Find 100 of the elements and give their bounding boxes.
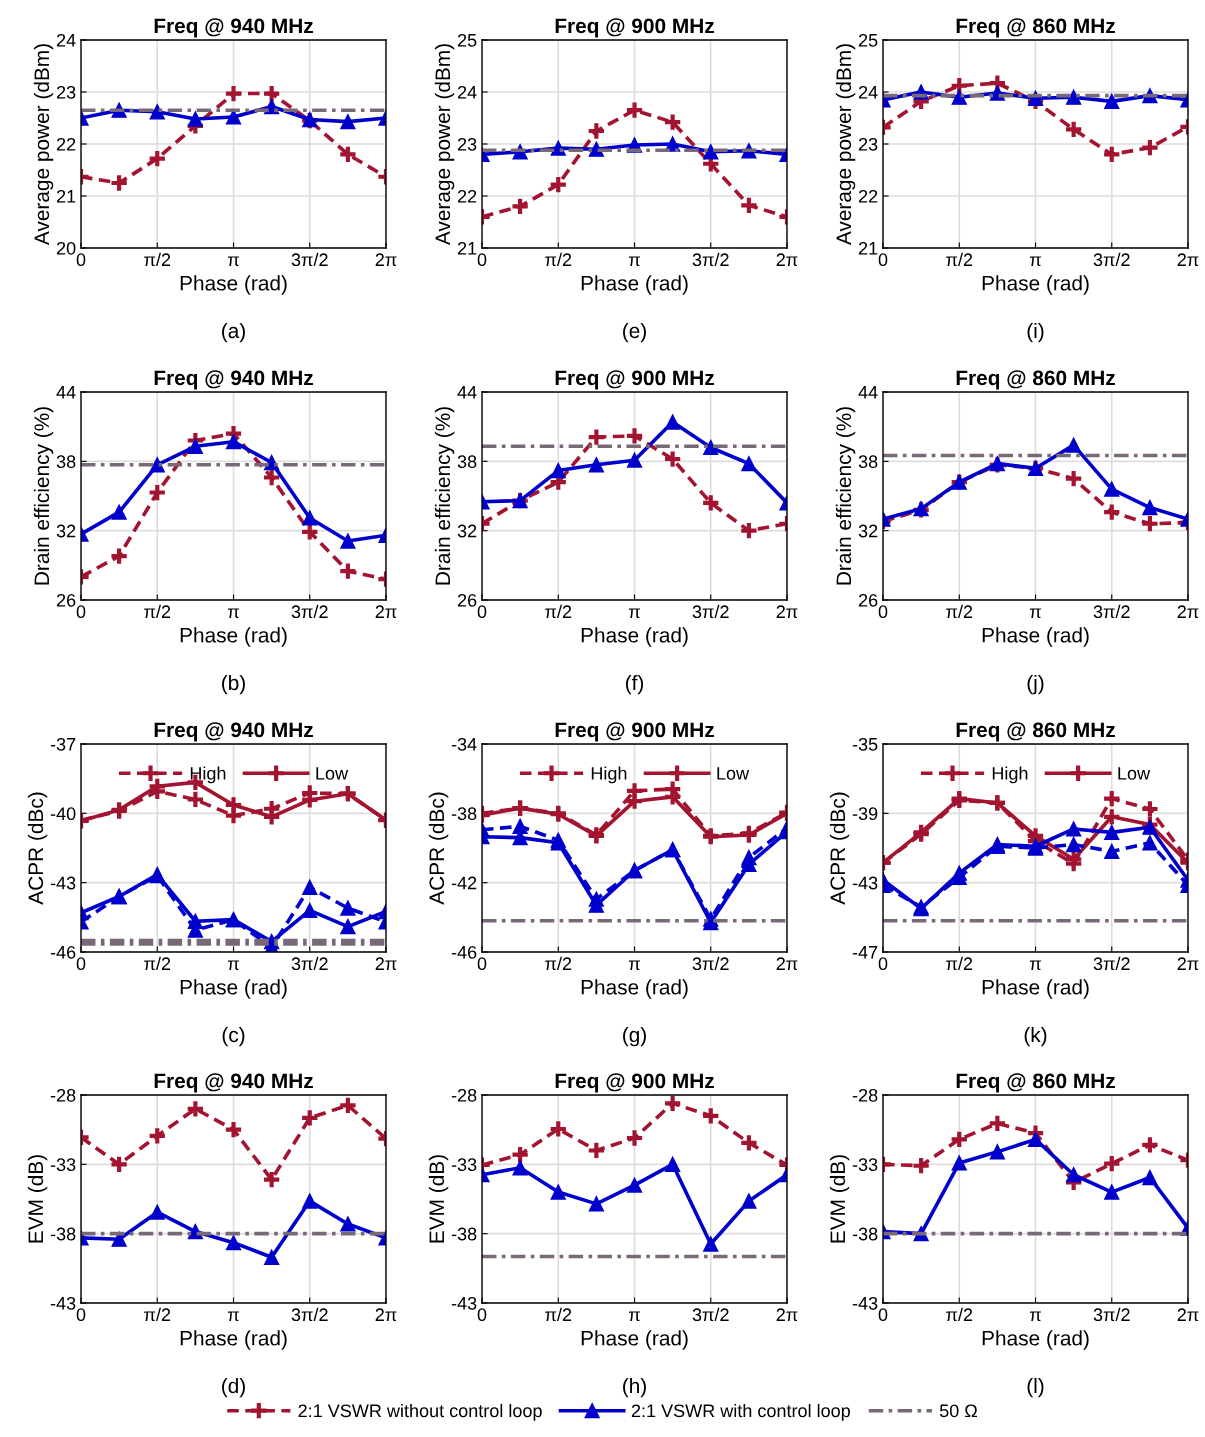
x-axis-title: Phase (rad) [180,275,287,295]
y-tick-label: 23 [56,85,76,99]
text: (b) [222,674,245,695]
y-tick-label: 38 [858,455,878,469]
x-axis-title: Phase (rad) [982,627,1089,647]
x-tick-label: 0 [477,1308,487,1322]
y-axis-title: EVM (dB) [829,1155,850,1243]
x-tick-label: π [1029,1311,1041,1322]
legend-label: Low [717,767,750,780]
x-tick-label: π/2 [946,1307,973,1322]
y-tick-label: -39 [852,807,878,821]
y-tick-label: 21 [858,241,878,255]
chart-title: Freq @ 860 MHz [956,18,1115,38]
legend-label: 50 Ω [939,1404,978,1418]
text: (k) [1024,1026,1047,1047]
x-tick-label: 2π [375,253,397,267]
x-tick-label: π/2 [946,604,973,619]
x-axis-title: Phase (rad) [180,1330,287,1350]
y-tick-label: 32 [457,524,477,538]
text: (e) [623,322,646,343]
y-axis-title: ACPR (dBc) [27,792,48,905]
x-tick-label: π/2 [144,956,171,971]
y-tick-label: -43 [852,876,878,890]
x-tick-label: 0 [878,957,888,971]
y-axis-title: Drain efficiency (%) [835,407,856,585]
y-axis-title: EVM (dB) [428,1155,449,1243]
x-tick-label: 2π [776,605,798,619]
y-tick-label: 25 [457,33,477,47]
x-tick-label: 2π [1177,957,1199,971]
text: (i) [1027,322,1044,343]
y-tick-label: -43 [852,1296,878,1310]
x-tick-label: 3π/2 [692,604,729,619]
x-tick-label: 2π [776,1308,798,1322]
y-axis-title: Drain efficiency (%) [434,407,455,585]
x-tick-label: 2π [375,957,397,971]
x-tick-label: π/2 [545,956,572,971]
text: (d) [222,1377,245,1398]
x-tick-label: 2π [1177,253,1199,267]
y-tick-label: -38 [852,1227,878,1241]
y-tick-label: 44 [457,386,477,399]
y-tick-label: -37 [50,737,76,751]
y-tick-label: -46 [451,945,477,959]
x-axis-title: Phase (rad) [581,627,688,647]
text: (a) [222,322,245,343]
y-tick-label: 22 [56,137,76,151]
y-tick-label: -38 [50,1227,76,1241]
x-tick-label: 2π [1177,1308,1199,1322]
x-axis-title: Phase (rad) [180,979,287,999]
x-tick-label: π/2 [144,604,171,619]
x-axis-title: Phase (rad) [180,627,287,647]
x-tick-label: 3π/2 [1093,604,1130,619]
y-tick-label: -46 [50,945,76,959]
x-tick-label: π/2 [946,956,973,971]
x-axis-title: Phase (rad) [982,275,1089,295]
y-tick-label: 20 [56,241,76,255]
y-tick-label: 22 [858,189,878,203]
text: (g) [623,1026,646,1047]
x-tick-label: π [628,1311,640,1322]
y-tick-label: 32 [56,524,76,538]
y-tick-label: -35 [852,737,878,751]
x-tick-label: 0 [878,605,888,619]
x-tick-label: 3π/2 [291,1307,328,1322]
x-tick-label: 0 [76,957,86,971]
x-tick-label: 3π/2 [692,1307,729,1322]
x-tick-label: π [1029,256,1041,267]
x-axis-title: Phase (rad) [581,275,688,295]
y-tick-label: 38 [56,455,76,469]
x-tick-label: π/2 [545,252,572,267]
y-axis-title: Average power (dBm) [434,44,455,246]
y-tick-label: 23 [858,137,878,151]
x-tick-label: 3π/2 [1093,956,1130,971]
text: (h) [623,1377,646,1398]
y-tick-label: 26 [56,593,76,607]
x-axis-title: Phase (rad) [982,979,1089,999]
chart-title: Freq @ 900 MHz [555,370,714,390]
x-tick-label: 0 [76,1308,86,1322]
y-tick-label: 24 [457,85,477,99]
chart-title: Freq @ 940 MHz [154,1073,313,1093]
chart-title: Freq @ 900 MHz [555,722,714,742]
x-tick-label: π [628,608,640,619]
y-tick-label: -43 [50,1296,76,1310]
x-tick-label: π/2 [144,1307,171,1322]
x-tick-label: 0 [477,605,487,619]
y-axis-title: ACPR (dBc) [829,792,850,905]
y-axis-title: Average power (dBm) [835,44,856,246]
x-tick-label: 3π/2 [1093,1307,1130,1322]
x-tick-label: π [227,256,239,267]
x-tick-label: π [628,256,640,267]
y-tick-label: -33 [852,1158,878,1172]
x-tick-label: 0 [878,1308,888,1322]
y-axis-title: ACPR (dBc) [428,792,449,905]
y-tick-label: 23 [457,137,477,151]
text: (l) [1027,1377,1044,1398]
x-tick-label: 2π [375,605,397,619]
chart-title: Freq @ 940 MHz [154,722,313,742]
y-tick-label: 21 [56,189,76,203]
legend-label: High [591,766,627,784]
y-tick-label: 44 [858,386,878,399]
y-tick-label: -40 [50,807,76,821]
y-tick-label: 32 [858,524,878,538]
